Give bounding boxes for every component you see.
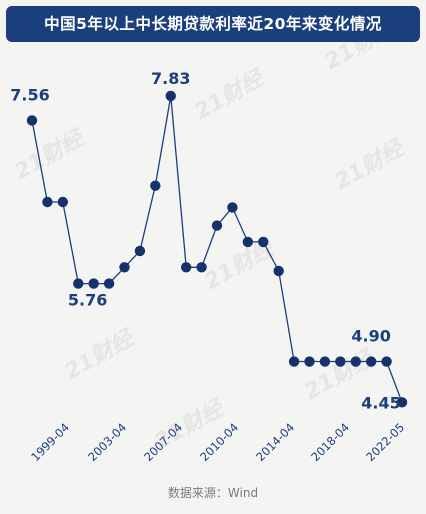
data-label: 4.90 — [351, 327, 390, 346]
data-point — [119, 262, 130, 273]
data-point — [165, 90, 176, 102]
data-point — [350, 356, 361, 367]
watermark-text: 21财经 — [60, 324, 140, 385]
data-point — [73, 278, 84, 289]
x-axis-tick-labels: 1999-04 2003-04 2007-04 2010-04 2014-04 2018-… — [28, 420, 407, 464]
data-point — [396, 397, 408, 408]
x-tick-label: 1999-04 — [28, 420, 72, 464]
data-point — [211, 220, 223, 231]
data-point — [319, 356, 331, 367]
x-tick-label: 2003-04 — [85, 420, 129, 464]
data-point — [227, 202, 238, 213]
data-point — [180, 262, 192, 273]
data-point — [258, 236, 269, 248]
data-point — [335, 356, 346, 367]
data-point — [365, 356, 377, 367]
source-note: 数据来源：Wind — [167, 486, 259, 500]
chart-title: 中国5年以上中长期贷款利率近20年来变化情况 — [6, 6, 420, 42]
data-point — [196, 262, 207, 273]
data-label: 5.76 — [68, 291, 107, 310]
x-tick-label: 2014-04 — [253, 420, 297, 464]
x-tick-label: 2022-05 — [363, 420, 407, 464]
data-label: 4.45 — [361, 393, 400, 412]
data-point — [134, 245, 146, 257]
watermark-text: 21财经 — [190, 64, 270, 125]
data-label: 7.56 — [10, 85, 49, 104]
data-point — [57, 196, 69, 208]
data-point — [103, 278, 115, 289]
data-label-layer: 7.56 5.76 7.83 4.90 4.45 — [10, 69, 400, 412]
data-label: 7.83 — [151, 69, 190, 88]
data-point — [42, 196, 53, 208]
data-point — [242, 236, 254, 248]
data-point — [381, 356, 392, 367]
x-tick-label: 2018-04 — [308, 420, 352, 464]
watermark-text: 21财经 — [10, 124, 90, 185]
data-point-layer — [26, 90, 408, 408]
data-point — [26, 115, 38, 126]
data-point — [304, 356, 315, 367]
watermark-text: 21财经 — [330, 134, 410, 195]
data-point — [88, 278, 99, 289]
data-point — [150, 180, 161, 191]
data-point — [273, 265, 284, 277]
data-point — [288, 356, 300, 367]
